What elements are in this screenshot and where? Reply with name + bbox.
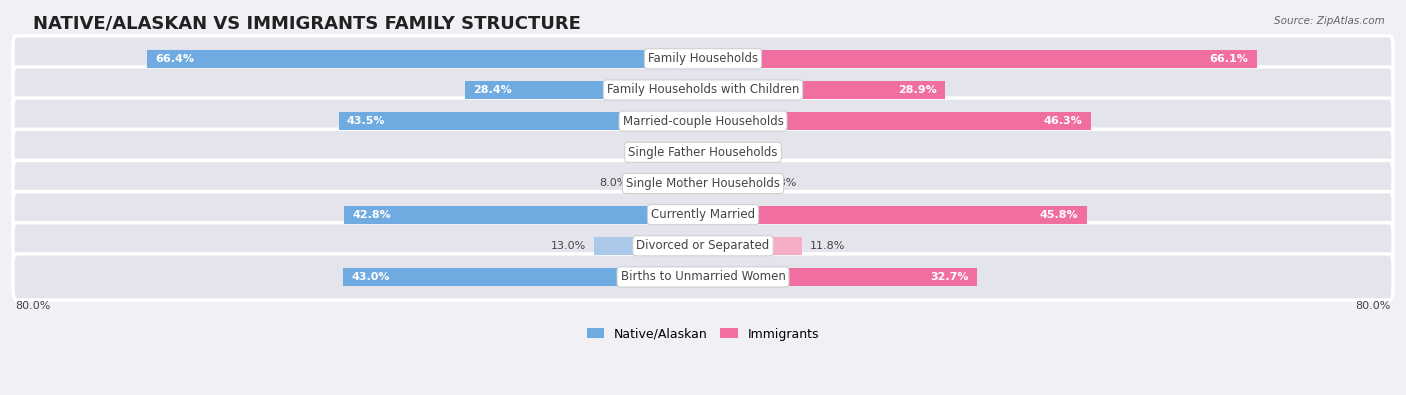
Text: Family Households with Children: Family Households with Children <box>607 83 799 96</box>
Text: 66.1%: 66.1% <box>1209 54 1249 64</box>
Bar <box>339 112 703 130</box>
FancyBboxPatch shape <box>13 67 1393 113</box>
Text: 3.2%: 3.2% <box>640 147 668 157</box>
Bar <box>344 205 703 224</box>
Text: Births to Unmarried Women: Births to Unmarried Women <box>620 271 786 284</box>
Text: 66.4%: 66.4% <box>155 54 194 64</box>
Text: 45.8%: 45.8% <box>1040 210 1078 220</box>
Bar <box>703 205 1087 224</box>
Text: Family Households: Family Households <box>648 52 758 65</box>
FancyBboxPatch shape <box>13 223 1393 269</box>
FancyBboxPatch shape <box>13 36 1393 82</box>
Text: 11.8%: 11.8% <box>810 241 845 251</box>
FancyBboxPatch shape <box>13 129 1393 175</box>
FancyBboxPatch shape <box>13 98 1393 144</box>
Bar <box>703 81 945 99</box>
Bar <box>703 112 1091 130</box>
Bar <box>703 143 724 161</box>
Text: 43.5%: 43.5% <box>347 116 385 126</box>
FancyBboxPatch shape <box>13 160 1393 207</box>
Text: 42.8%: 42.8% <box>353 210 391 220</box>
Text: 2.5%: 2.5% <box>733 147 761 157</box>
Bar <box>676 143 703 161</box>
FancyBboxPatch shape <box>13 192 1393 238</box>
Text: 28.4%: 28.4% <box>474 85 512 95</box>
Bar <box>146 50 703 68</box>
Text: 8.0%: 8.0% <box>599 179 627 188</box>
Text: Married-couple Households: Married-couple Households <box>623 115 783 128</box>
Legend: Native/Alaskan, Immigrants: Native/Alaskan, Immigrants <box>582 323 824 346</box>
Bar <box>595 237 703 255</box>
Text: 46.3%: 46.3% <box>1043 116 1083 126</box>
Text: 6.8%: 6.8% <box>768 179 797 188</box>
Bar <box>636 175 703 192</box>
Text: 13.0%: 13.0% <box>550 241 586 251</box>
Text: 28.9%: 28.9% <box>898 85 936 95</box>
FancyBboxPatch shape <box>13 254 1393 300</box>
Text: Divorced or Separated: Divorced or Separated <box>637 239 769 252</box>
Bar <box>703 175 761 192</box>
Text: 32.7%: 32.7% <box>931 272 969 282</box>
Bar <box>343 268 703 286</box>
Text: Single Father Households: Single Father Households <box>628 146 778 159</box>
Bar <box>703 237 801 255</box>
Text: 43.0%: 43.0% <box>352 272 389 282</box>
Bar <box>465 81 703 99</box>
Text: Currently Married: Currently Married <box>651 208 755 221</box>
Text: Source: ZipAtlas.com: Source: ZipAtlas.com <box>1274 16 1385 26</box>
Bar <box>703 268 977 286</box>
Bar <box>703 50 1257 68</box>
Text: Single Mother Households: Single Mother Households <box>626 177 780 190</box>
Text: NATIVE/ALASKAN VS IMMIGRANTS FAMILY STRUCTURE: NATIVE/ALASKAN VS IMMIGRANTS FAMILY STRU… <box>32 15 581 33</box>
